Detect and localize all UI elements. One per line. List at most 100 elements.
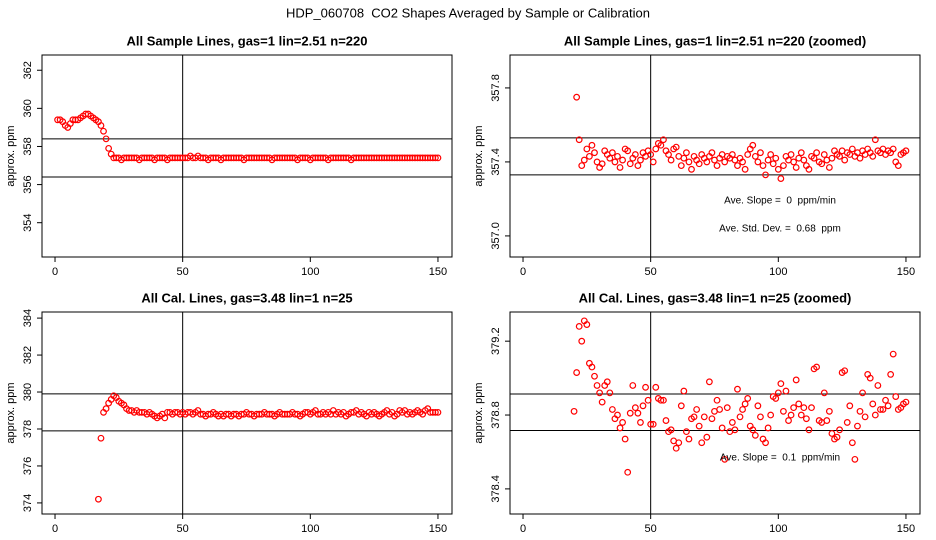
- x-tick-label: 50: [645, 266, 657, 278]
- data-point: [823, 417, 831, 424]
- data-point: [749, 141, 757, 149]
- data-point: [813, 363, 821, 371]
- data-point: [744, 395, 752, 402]
- data-point: [573, 369, 581, 376]
- data-point: [573, 93, 581, 101]
- panel-title: All Cal. Lines, gas=3.48 lin=1 n=25 (zoo…: [579, 290, 852, 305]
- data-point: [634, 162, 642, 170]
- y-tick-label: 379.2: [490, 327, 502, 355]
- data-point: [639, 402, 647, 410]
- data-point: [614, 411, 621, 419]
- data-point: [902, 398, 910, 406]
- data-point: [616, 424, 624, 432]
- y-tick-label: 378.4: [490, 475, 502, 503]
- data-point: [759, 162, 767, 170]
- data-point: [782, 387, 790, 395]
- data-point: [833, 433, 841, 441]
- data-point: [603, 378, 611, 386]
- data-point: [877, 406, 884, 413]
- data-point: [583, 145, 591, 153]
- data-point: [774, 165, 782, 173]
- data-point: [889, 350, 897, 358]
- y-axis-label: approx. ppm: [5, 125, 17, 186]
- data-point: [841, 156, 849, 164]
- data-point: [593, 382, 601, 389]
- data-point: [894, 162, 902, 170]
- data-point: [657, 396, 665, 404]
- data-point: [598, 160, 606, 168]
- data-point: [695, 422, 703, 430]
- data-point: [649, 420, 657, 428]
- data-point: [675, 439, 683, 447]
- data-point: [790, 404, 798, 412]
- data-point: [889, 145, 897, 153]
- data-point: [859, 389, 866, 397]
- data-point: [631, 404, 639, 412]
- data-point: [649, 158, 657, 166]
- data-point: [843, 419, 851, 426]
- x-tick-label: 50: [177, 523, 189, 535]
- data-point: [780, 162, 787, 170]
- data-point: [790, 158, 798, 166]
- data-point: [624, 468, 632, 476]
- data-point: [716, 406, 723, 413]
- data-point: [647, 151, 655, 158]
- data-point: [810, 154, 818, 162]
- x-tick-label: 150: [429, 266, 447, 278]
- data-point: [634, 409, 642, 417]
- data-point: [606, 154, 614, 162]
- data-point: [820, 389, 828, 397]
- data-point: [820, 151, 828, 158]
- data-point: [797, 411, 805, 419]
- data-point: [871, 136, 879, 144]
- data-point: [856, 154, 864, 162]
- data-point: [685, 158, 693, 166]
- data-point: [851, 455, 859, 463]
- y-tick-label: 358: [22, 137, 34, 155]
- y-tick-label: 378.8: [490, 401, 502, 429]
- data-point: [828, 430, 836, 437]
- data-point: [667, 156, 675, 164]
- data-point: [808, 404, 815, 412]
- data-point: [690, 413, 698, 421]
- data-point: [884, 402, 892, 410]
- data-point: [596, 389, 604, 397]
- data-point: [721, 158, 729, 166]
- data-point: [879, 406, 887, 413]
- data-point: [608, 149, 616, 157]
- x-tick-label: 100: [301, 523, 319, 535]
- data-point: [718, 424, 726, 432]
- y-tick-label: 380: [22, 383, 34, 401]
- data-point: [652, 383, 660, 391]
- data-point: [685, 435, 693, 443]
- x-tick-label: 50: [177, 266, 189, 278]
- data-point: [762, 439, 769, 447]
- data-point: [677, 162, 685, 170]
- panel-title: All Sample Lines, gas=1 lin=2.51 n=220 (…: [564, 33, 866, 48]
- data-point: [432, 408, 439, 416]
- data-point: [575, 323, 583, 330]
- data-point: [647, 420, 655, 428]
- data-point: [608, 406, 616, 413]
- data-point: [866, 374, 874, 382]
- data-point: [882, 396, 889, 404]
- data-point: [667, 426, 675, 434]
- data-point: [777, 380, 785, 388]
- data-point: [662, 417, 670, 424]
- data-point: [161, 414, 169, 422]
- data-point: [734, 162, 741, 170]
- y-tick-label: 362: [22, 61, 34, 79]
- annotation: Ave. Slope = 0.1 ppm/min: [720, 453, 840, 464]
- data-point: [616, 164, 624, 171]
- x-tick-label: 0: [520, 266, 526, 278]
- data-point: [660, 136, 667, 144]
- data-point: [713, 162, 721, 170]
- data-point: [105, 144, 113, 152]
- data-point: [887, 371, 895, 378]
- data-point: [767, 411, 775, 419]
- plot-frame: [41, 54, 453, 258]
- data-point: [848, 439, 856, 447]
- data-point: [846, 402, 854, 410]
- data-point: [787, 411, 795, 419]
- data-point: [705, 378, 713, 386]
